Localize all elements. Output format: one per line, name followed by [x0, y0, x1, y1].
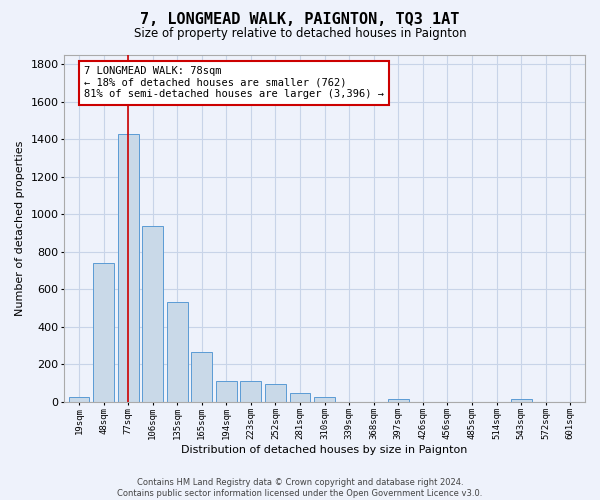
- Y-axis label: Number of detached properties: Number of detached properties: [15, 140, 25, 316]
- Bar: [142, 226, 163, 402]
- Bar: [118, 134, 139, 402]
- Bar: [388, 399, 409, 402]
- Text: 7 LONGMEAD WALK: 78sqm
← 18% of detached houses are smaller (762)
81% of semi-de: 7 LONGMEAD WALK: 78sqm ← 18% of detached…: [84, 66, 384, 100]
- Text: Size of property relative to detached houses in Paignton: Size of property relative to detached ho…: [134, 28, 466, 40]
- Bar: [68, 397, 89, 402]
- Bar: [314, 397, 335, 402]
- Bar: [241, 381, 262, 402]
- Bar: [93, 263, 114, 402]
- Bar: [216, 381, 237, 402]
- X-axis label: Distribution of detached houses by size in Paignton: Distribution of detached houses by size …: [181, 445, 468, 455]
- Bar: [167, 302, 188, 402]
- Bar: [290, 393, 310, 402]
- Bar: [511, 399, 532, 402]
- Text: Contains HM Land Registry data © Crown copyright and database right 2024.
Contai: Contains HM Land Registry data © Crown c…: [118, 478, 482, 498]
- Text: 7, LONGMEAD WALK, PAIGNTON, TQ3 1AT: 7, LONGMEAD WALK, PAIGNTON, TQ3 1AT: [140, 12, 460, 28]
- Bar: [191, 352, 212, 402]
- Bar: [265, 384, 286, 402]
